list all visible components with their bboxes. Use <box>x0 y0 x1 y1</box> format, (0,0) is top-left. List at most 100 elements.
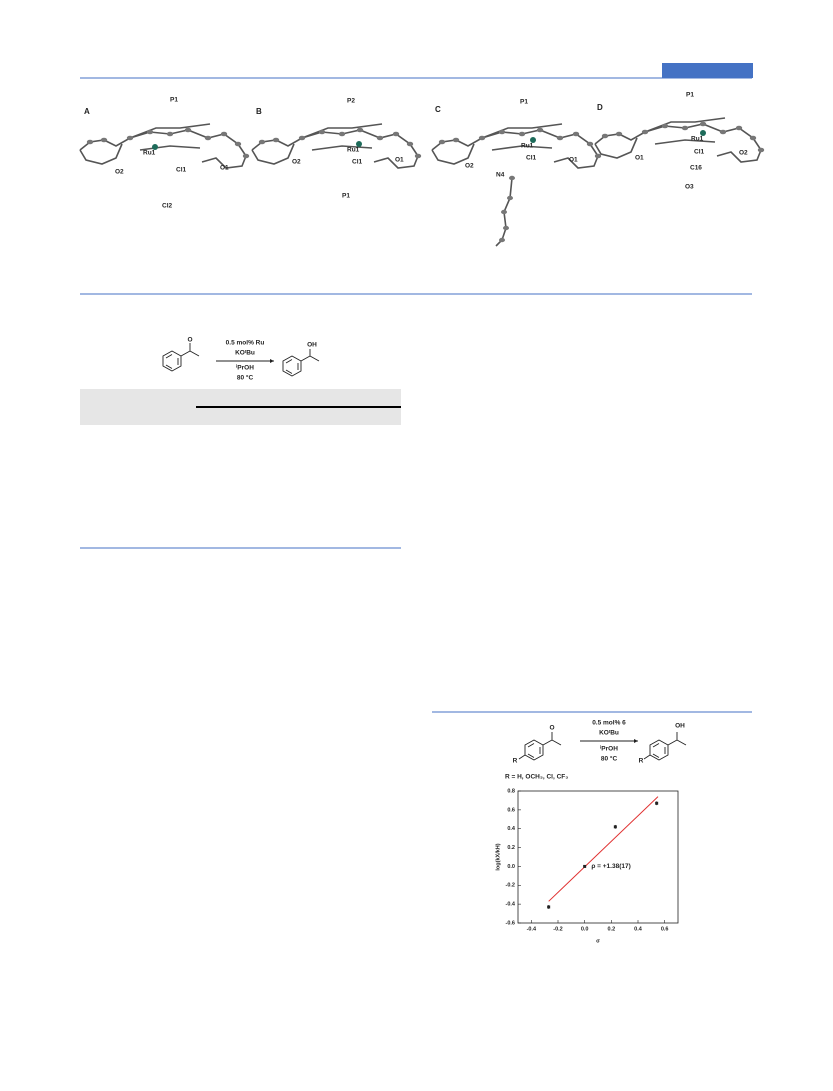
scope: R = H, OCH₃, Cl, CF₃ <box>505 774 568 781</box>
atom <box>166 131 174 137</box>
atom-label: Ru1 <box>347 147 360 154</box>
plot-frame <box>517 790 679 924</box>
condition: KOᵗBu <box>235 350 255 357</box>
panel-letter: D <box>597 103 603 112</box>
reactant <box>518 732 562 761</box>
atom-label: O3 <box>685 184 694 191</box>
atom <box>414 153 422 159</box>
atom-label: O1 <box>220 165 229 172</box>
arrow-head <box>270 359 274 363</box>
atom <box>503 225 509 231</box>
atom <box>757 147 765 153</box>
y-tick-label: -0.2 <box>506 883 515 889</box>
atom <box>518 131 526 137</box>
structure <box>594 117 762 163</box>
atom-label: Ru1 <box>521 143 534 150</box>
panel-letter: C <box>435 105 441 114</box>
x-tick-label: 0.2 <box>608 926 616 932</box>
atom <box>641 129 649 135</box>
atom <box>204 135 212 141</box>
atom-label: Ru1 <box>143 150 156 157</box>
atom <box>356 127 364 133</box>
atom-label: N4 <box>496 172 505 179</box>
panel-letter: B <box>256 107 262 116</box>
atom <box>318 129 326 135</box>
point <box>583 864 587 868</box>
atom-label: P1 <box>520 99 528 106</box>
y-tick-label: 0.4 <box>507 826 516 832</box>
atom-label: P2 <box>347 98 355 105</box>
atom <box>338 131 346 137</box>
atom-label: O <box>549 725 554 732</box>
y-tick-label: -0.4 <box>506 902 516 908</box>
atom-label: O2 <box>465 163 474 170</box>
atom <box>498 129 506 135</box>
y-axis-title: log(kX/kH) <box>495 843 501 870</box>
atom <box>699 121 707 127</box>
condition: 80 °C <box>237 374 254 382</box>
atom <box>272 137 280 143</box>
y-tick-label: 0.2 <box>507 845 515 851</box>
atom <box>376 135 384 141</box>
annotation: ρ = +1.38(17) <box>591 863 630 870</box>
point <box>547 905 551 909</box>
atom <box>735 125 743 131</box>
header-box <box>662 63 753 78</box>
atom <box>86 139 94 145</box>
atom <box>536 127 544 133</box>
y-tick-label: -0.6 <box>506 920 515 926</box>
atom-label: O2 <box>115 169 124 176</box>
condition: KOᵗBu <box>599 730 619 737</box>
condition: 0.5 mol% 6 <box>592 720 626 727</box>
point <box>655 801 659 805</box>
substituent: R <box>639 758 644 765</box>
structure <box>251 123 419 169</box>
atom-label: O2 <box>292 159 301 166</box>
y-tick-label: 0.0 <box>507 864 515 870</box>
condition: 0.5 mol% Ru <box>226 340 265 347</box>
atom <box>146 129 154 135</box>
atom <box>220 131 228 137</box>
fit-line <box>548 796 659 902</box>
metal <box>530 137 536 143</box>
x-axis-title: σ <box>596 938 600 944</box>
atom-label: O1 <box>395 157 404 164</box>
atom <box>392 131 400 137</box>
atom-label: OH <box>675 723 685 730</box>
atom <box>406 141 414 147</box>
atom-label: O <box>187 337 192 344</box>
atom-label: OH <box>307 342 317 349</box>
x-tick-label: 0.6 <box>661 926 669 932</box>
atom <box>234 141 242 147</box>
atom <box>438 139 446 145</box>
atom <box>719 129 727 135</box>
x-tick-label: 0.4 <box>634 926 643 932</box>
substituent: R <box>513 758 518 765</box>
atom <box>126 135 134 141</box>
atom <box>509 175 515 181</box>
x-tick-label: 0.0 <box>581 926 589 932</box>
atom-label: O1 <box>569 157 578 164</box>
x-tick-label: -0.4 <box>527 926 537 932</box>
y-tick-label: 0.6 <box>507 807 515 813</box>
atom <box>749 135 757 141</box>
atom <box>556 135 564 141</box>
atom <box>478 135 486 141</box>
scheme-2: O R 0.5 mol% 6 KOᵗBu ⁱPrOH 80 °C OH R R … <box>505 720 687 781</box>
atom <box>586 141 594 147</box>
atom <box>184 127 192 133</box>
structure <box>431 123 599 169</box>
atom <box>594 153 602 159</box>
atom-label: Cl1 <box>526 155 537 162</box>
atom <box>507 195 513 201</box>
atom <box>601 133 609 139</box>
x-tick-label: -0.2 <box>553 926 562 932</box>
point <box>613 825 617 829</box>
atom <box>681 125 689 131</box>
atom <box>298 135 306 141</box>
metal <box>356 141 362 147</box>
atom <box>499 237 505 243</box>
atom-label: P1 <box>342 193 350 200</box>
atom <box>242 153 250 159</box>
